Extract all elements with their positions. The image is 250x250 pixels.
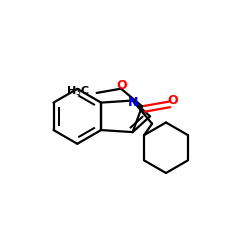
Text: O: O xyxy=(117,79,128,92)
Text: N: N xyxy=(128,96,138,109)
Text: O: O xyxy=(167,94,178,108)
Text: H$_3$C: H$_3$C xyxy=(66,84,90,98)
